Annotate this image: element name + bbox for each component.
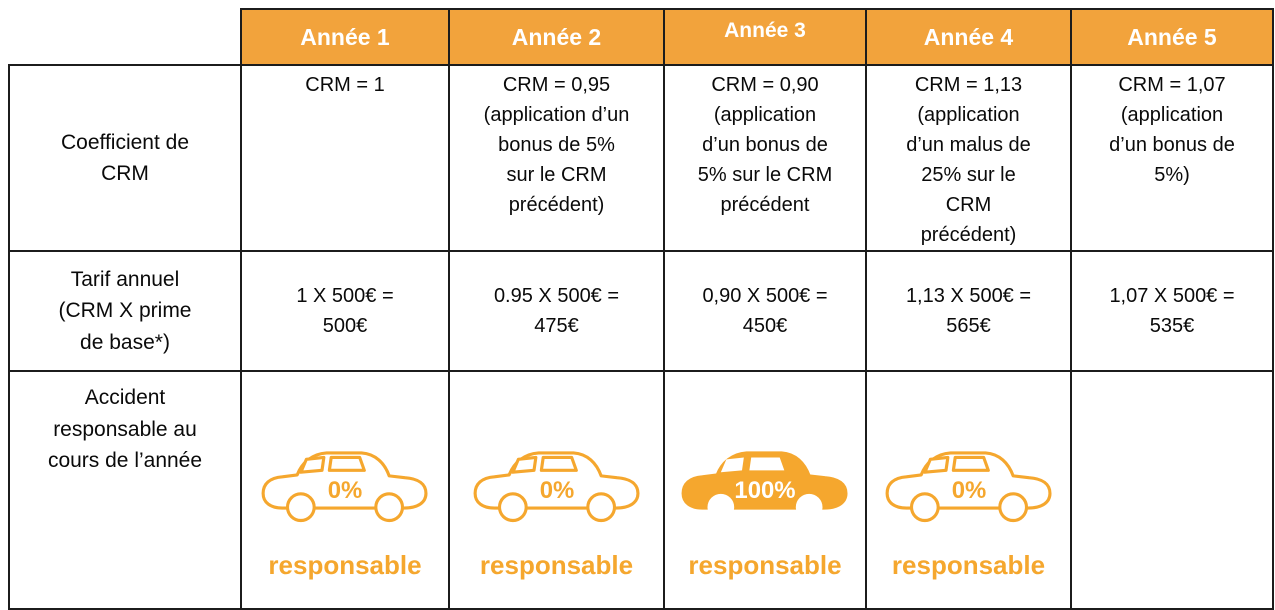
coefficient-annee-3: CRM = 0,90 (application d’un bonus de 5%… bbox=[663, 64, 867, 252]
coefficient-annee-2: CRM = 0,95 (application d’un bonus de 5%… bbox=[448, 64, 665, 252]
row-label-accident: Accident responsable au cours de l’année bbox=[8, 370, 242, 610]
car-icon: 0% responsable bbox=[250, 410, 440, 607]
responsable-label: responsable bbox=[479, 550, 634, 580]
car-icon: 100% responsable bbox=[670, 410, 860, 607]
accident-annee-2: 0% responsable bbox=[448, 370, 665, 610]
coefficient-annee-5: CRM = 1,07 (application d’un bonus de 5%… bbox=[1070, 64, 1274, 252]
tarif-annee-5: 1,07 X 500€ = 535€ bbox=[1070, 250, 1274, 372]
header-annee-1: Année 1 bbox=[240, 8, 450, 66]
fault-percent: 100% bbox=[734, 477, 795, 504]
header-annee-2: Année 2 bbox=[448, 8, 665, 66]
fault-percent: 0% bbox=[328, 477, 363, 504]
accident-annee-3: 100% responsable bbox=[663, 370, 867, 610]
header-row: Année 1 Année 2 Année 3 Année 4 Année 5 bbox=[9, 8, 1274, 66]
row-coefficient-crm: Coefficient de CRM CRM = 1 CRM = 0,95 (a… bbox=[8, 64, 1274, 252]
row-label-coefficient-crm: Coefficient de CRM bbox=[8, 64, 242, 252]
row-tarif-annuel: Tarif annuel (CRM X prime de base*) 1 X … bbox=[8, 250, 1274, 372]
crm-bonus-malus-table: Année 1 Année 2 Année 3 Année 4 Année 5 … bbox=[8, 8, 1274, 610]
header-annee-4: Année 4 bbox=[865, 8, 1072, 66]
tarif-annee-2: 0.95 X 500€ = 475€ bbox=[448, 250, 665, 372]
accident-annee-5-empty bbox=[1070, 370, 1274, 610]
coefficient-annee-4: CRM = 1,13 (application d’un malus de 25… bbox=[865, 64, 1072, 252]
tarif-annee-1: 1 X 500€ = 500€ bbox=[240, 250, 450, 372]
corner-cell bbox=[9, 9, 241, 65]
coefficient-annee-1: CRM = 1 bbox=[240, 64, 450, 252]
header-annee-5: Année 5 bbox=[1070, 8, 1274, 66]
fault-percent: 0% bbox=[539, 477, 574, 504]
fault-percent: 0% bbox=[951, 477, 986, 504]
responsable-label: responsable bbox=[891, 550, 1046, 580]
tarif-annee-4: 1,13 X 500€ = 565€ bbox=[865, 250, 1072, 372]
tarif-annee-3: 0,90 X 500€ = 450€ bbox=[663, 250, 867, 372]
accident-annee-4: 0% responsable bbox=[865, 370, 1072, 610]
car-icon: 0% responsable bbox=[874, 410, 1064, 607]
row-label-tarif-annuel: Tarif annuel (CRM X prime de base*) bbox=[8, 250, 242, 372]
car-icon: 0% responsable bbox=[462, 410, 652, 607]
row-accident-responsable: Accident responsable au cours de l’année… bbox=[8, 370, 1274, 610]
header-annee-3: Année 3 bbox=[663, 8, 867, 66]
accident-annee-1: 0% responsable bbox=[240, 370, 450, 610]
responsable-label: responsable bbox=[688, 550, 842, 580]
responsable-label: responsable bbox=[268, 550, 422, 580]
